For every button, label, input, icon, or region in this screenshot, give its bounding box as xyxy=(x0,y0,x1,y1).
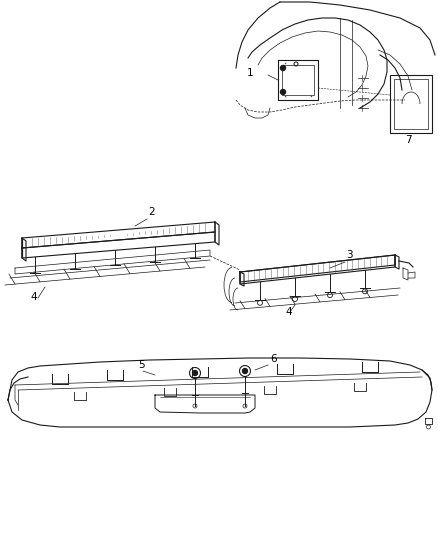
Text: 4: 4 xyxy=(30,292,37,302)
Text: 1: 1 xyxy=(247,68,253,78)
Text: 5: 5 xyxy=(138,360,145,370)
Text: 6: 6 xyxy=(270,354,277,364)
Text: 4: 4 xyxy=(285,307,292,317)
Circle shape xyxy=(243,368,247,374)
Text: 3: 3 xyxy=(346,250,353,260)
Circle shape xyxy=(280,66,286,70)
Bar xyxy=(394,79,428,129)
Text: 7: 7 xyxy=(405,135,411,145)
Circle shape xyxy=(280,90,286,94)
Text: 2: 2 xyxy=(148,207,155,217)
Circle shape xyxy=(192,370,198,376)
Bar xyxy=(390,75,432,133)
